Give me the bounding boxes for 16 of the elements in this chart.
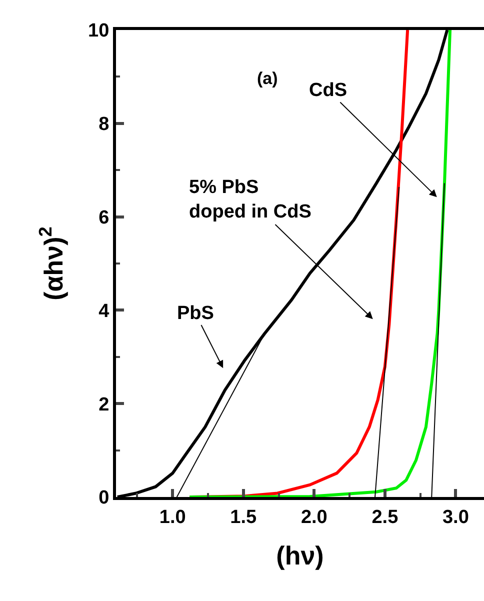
annotation: CdS: [309, 80, 347, 101]
x-tick-label: 1.5: [230, 506, 258, 528]
x-tick-label: 3.0: [442, 506, 469, 528]
y-tick-label: 4: [98, 300, 110, 322]
y-tick-label: 6: [98, 207, 110, 228]
y-tick-label: 8: [98, 114, 110, 136]
x-tick-label: 2.5: [372, 506, 399, 528]
y-tick-label: 2: [98, 394, 110, 416]
x-axis-title: (hν): [276, 540, 324, 570]
x-tick-label: 1.0: [159, 506, 186, 528]
x-tick-label: 2.0: [300, 506, 328, 528]
y-tick-label: 10: [88, 20, 110, 42]
annotation: 5% PbS doped in CdS: [189, 177, 312, 223]
annotation: (a): [257, 69, 278, 88]
y-tick-label: 0: [98, 488, 110, 509]
annotation: PbS: [177, 303, 214, 324]
